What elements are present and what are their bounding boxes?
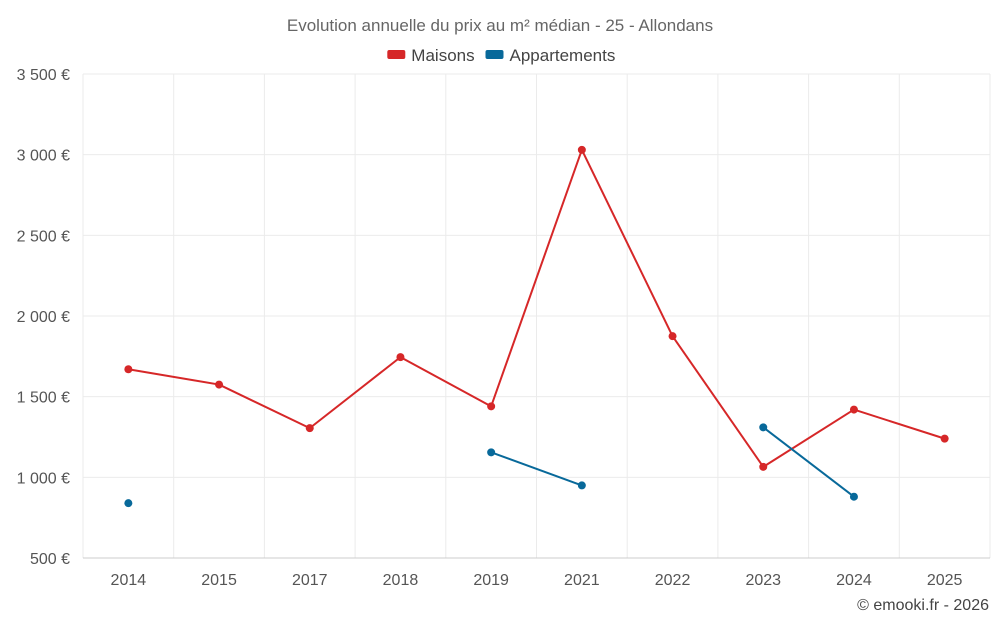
y-tick-label: 1 000 €	[17, 470, 70, 487]
data-point[interactable]	[759, 423, 768, 432]
x-tick-label: 2015	[201, 572, 237, 589]
data-point[interactable]	[124, 499, 133, 508]
data-point[interactable]	[487, 448, 496, 457]
series	[124, 145, 949, 508]
x-tick-label: 2022	[655, 572, 691, 589]
series-line-segment	[399, 356, 492, 408]
x-tick-label: 2021	[564, 572, 600, 589]
series-line-segment	[762, 426, 855, 498]
grid	[82, 73, 991, 558]
data-point[interactable]	[577, 481, 586, 490]
series-line-segment	[671, 335, 765, 468]
data-point[interactable]	[577, 145, 586, 154]
data-point[interactable]	[849, 405, 858, 414]
legend-item-maisons[interactable]: Maisons	[387, 46, 475, 65]
data-point[interactable]	[305, 424, 314, 433]
series-line-segment	[490, 451, 583, 487]
legend-label: Appartements	[510, 46, 616, 65]
legend: Maisons Appartements	[387, 46, 615, 65]
series-appartements	[124, 423, 858, 508]
series-line-segment	[853, 408, 945, 440]
x-tick-label: 2017	[292, 572, 328, 589]
series-line-segment	[580, 149, 674, 337]
series-line-segment	[309, 356, 402, 429]
data-point[interactable]	[759, 462, 768, 471]
legend-swatch	[387, 50, 406, 59]
y-tick-label: 500 €	[30, 551, 70, 568]
legend-label: Maisons	[411, 46, 474, 65]
y-tick-label: 1 500 €	[17, 390, 70, 407]
x-tick-label: 2025	[927, 572, 963, 589]
data-point[interactable]	[849, 492, 858, 501]
series-line-segment	[490, 149, 583, 407]
data-point[interactable]	[487, 402, 496, 411]
y-tick-label: 3 000 €	[17, 148, 70, 165]
series-line-segment	[128, 368, 220, 386]
x-tick-label: 2024	[836, 572, 872, 589]
x-tick-label: 2014	[111, 572, 147, 589]
legend-swatch	[485, 50, 504, 59]
y-tick-label: 2 000 €	[17, 309, 70, 326]
data-point[interactable]	[396, 353, 405, 362]
y-tick-label: 3 500 €	[17, 67, 70, 84]
data-point[interactable]	[668, 332, 677, 341]
data-point[interactable]	[124, 365, 133, 374]
series-line-segment	[762, 408, 855, 468]
series-line-segment	[218, 383, 311, 430]
y-tick-label: 2 500 €	[17, 228, 70, 245]
x-axis: 2014 2015 2017 2018 2019 2021 2022 2023 2024 2025	[83, 557, 990, 589]
data-point[interactable]	[215, 380, 224, 389]
x-tick-label: 2023	[745, 572, 781, 589]
x-tick-label: 2019	[473, 572, 509, 589]
x-tick-label: 2018	[383, 572, 419, 589]
credit-text: © emooki.fr - 2026	[857, 597, 989, 614]
series-maisons	[124, 145, 949, 471]
y-axis: 500 € 1 000 € 1 500 € 2 000 € 2 500 € 3 000 €…	[17, 67, 70, 568]
chart-title: Evolution annuelle du prix au m² médian …	[287, 16, 713, 35]
data-point[interactable]	[940, 434, 949, 443]
legend-item-appartements[interactable]: Appartements	[485, 46, 616, 65]
